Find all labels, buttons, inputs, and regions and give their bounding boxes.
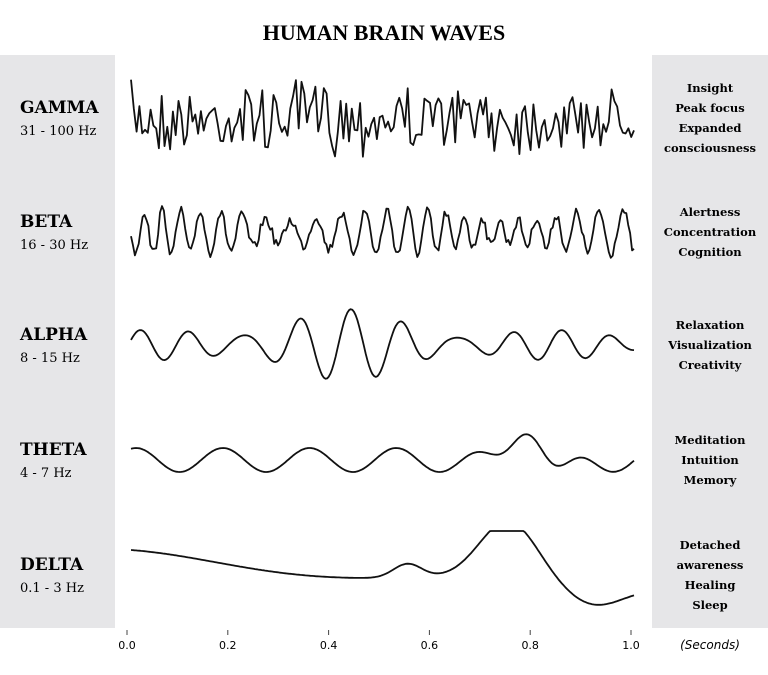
wave-effect: Intuition — [681, 453, 739, 467]
wave-line — [130, 205, 635, 259]
wave-effect: Creativity — [679, 358, 742, 372]
wave-effect: Peak focus — [675, 101, 745, 115]
wave-effect: awareness — [677, 558, 744, 572]
wave-name: BETA — [20, 212, 73, 232]
wave-line — [130, 530, 635, 606]
x-tick-label: 0.4 — [320, 639, 338, 652]
wave-frequency: 0.1 - 3 Hz — [20, 581, 84, 596]
wave-effect: Meditation — [675, 433, 747, 447]
wave-name: DELTA — [20, 555, 84, 575]
wave-frequency: 8 - 15 Hz — [20, 351, 80, 366]
wave-effect: Memory — [684, 473, 737, 487]
wave-name: ALPHA — [19, 325, 88, 345]
wave-name: GAMMA — [20, 98, 99, 118]
wave-line — [130, 433, 635, 473]
x-tick-label: 1.0 — [622, 639, 640, 652]
wave-effect: Healing — [685, 578, 736, 592]
right-panel — [652, 55, 768, 628]
wave-line — [130, 79, 635, 158]
wave-frequency: 31 - 100 Hz — [20, 124, 96, 139]
wave-effect: Concentration — [664, 225, 757, 239]
wave-frequency: 4 - 7 Hz — [20, 466, 72, 481]
x-tick-label: 0.0 — [118, 639, 136, 652]
wave-line — [130, 308, 635, 380]
wave-effect: consciousness — [664, 141, 756, 155]
x-tick-label: 0.8 — [521, 639, 539, 652]
wave-effect: Detached — [680, 538, 741, 552]
x-tick-label: 0.6 — [421, 639, 439, 652]
wave-name: THETA — [20, 440, 87, 460]
left-panel — [0, 55, 115, 628]
x-axis-unit: (Seconds) — [680, 638, 740, 652]
wave-effect: Alertness — [679, 205, 741, 219]
wave-effect: Expanded — [679, 121, 742, 135]
title: HUMAN BRAIN WAVES — [263, 20, 505, 45]
wave-effect: Cognition — [678, 245, 742, 259]
wave-effect: Insight — [687, 81, 734, 95]
wave-effect: Sleep — [692, 598, 727, 612]
wave-frequency: 16 - 30 Hz — [20, 238, 88, 253]
wave-effect: Visualization — [667, 338, 752, 352]
wave-effect: Relaxation — [676, 318, 745, 332]
x-tick-label: 0.2 — [219, 639, 237, 652]
